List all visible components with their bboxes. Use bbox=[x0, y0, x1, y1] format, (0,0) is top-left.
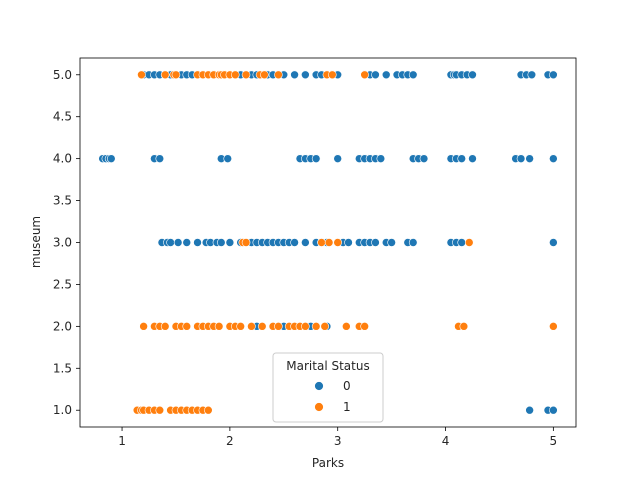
data-point-s0-82 bbox=[216, 238, 226, 247]
data-point-s0-75 bbox=[166, 238, 175, 247]
data-point-s1-1 bbox=[160, 70, 170, 80]
x-axis-label: Parks bbox=[312, 456, 344, 470]
data-point-s1-55 bbox=[459, 322, 469, 331]
data-point-s1-56 bbox=[549, 322, 558, 331]
data-point-s0-78 bbox=[193, 238, 202, 247]
data-point-s1-19 bbox=[360, 70, 369, 80]
data-point-s1-0 bbox=[137, 70, 146, 80]
data-point-s0-106 bbox=[387, 238, 396, 247]
data-point-s0-77 bbox=[182, 238, 192, 247]
data-point-s0-117 bbox=[525, 405, 534, 415]
y-tick-label-5: 3.5 bbox=[53, 194, 72, 208]
data-point-s0-100 bbox=[344, 238, 353, 247]
y-tick-label-4: 3.0 bbox=[53, 236, 72, 250]
y-tick-label-1: 1.5 bbox=[53, 361, 72, 375]
data-point-s0-47 bbox=[106, 154, 116, 163]
data-point-s1-40 bbox=[236, 322, 245, 331]
data-point-s0-70 bbox=[516, 154, 526, 163]
x-tick-label-2: 3 bbox=[334, 434, 342, 448]
data-point-s0-104 bbox=[371, 238, 380, 247]
data-point-s1-18 bbox=[328, 70, 337, 80]
data-point-s0-108 bbox=[408, 238, 418, 247]
data-point-s0-76 bbox=[173, 238, 183, 247]
data-point-s1-3 bbox=[171, 70, 181, 80]
data-point-s0-56 bbox=[333, 154, 343, 163]
x-tick-label-1: 2 bbox=[226, 434, 234, 448]
points-layer bbox=[98, 70, 558, 415]
data-point-s1-15 bbox=[260, 70, 269, 80]
data-point-s0-67 bbox=[457, 154, 467, 163]
data-point-s1-41 bbox=[247, 322, 256, 331]
data-point-s0-93 bbox=[290, 238, 299, 247]
data-point-s1-53 bbox=[360, 322, 369, 331]
data-point-s1-62 bbox=[155, 405, 165, 415]
y-tick-label-7: 4.5 bbox=[53, 110, 72, 124]
data-point-s1-13 bbox=[241, 70, 251, 80]
data-point-s1-12 bbox=[230, 70, 240, 80]
data-point-s1-26 bbox=[139, 322, 148, 331]
y-tick-label-6: 4.0 bbox=[53, 152, 72, 166]
data-point-s0-49 bbox=[155, 154, 165, 163]
data-point-s0-111 bbox=[457, 238, 467, 247]
data-point-s0-27 bbox=[371, 70, 380, 80]
legend-marker-1 bbox=[314, 402, 324, 412]
x-tick-label-3: 4 bbox=[442, 434, 450, 448]
legend-box bbox=[272, 352, 384, 423]
data-point-s0-61 bbox=[376, 154, 386, 163]
data-point-s0-55 bbox=[311, 154, 321, 163]
legend-marker-0 bbox=[314, 381, 324, 391]
data-point-s0-19 bbox=[290, 70, 299, 80]
data-point-s0-64 bbox=[419, 154, 429, 163]
legend: Marital Status 0 1 bbox=[272, 352, 384, 423]
data-point-s1-21 bbox=[241, 238, 251, 247]
data-point-s1-24 bbox=[333, 238, 343, 247]
y-tick-label-2: 2.0 bbox=[53, 319, 72, 333]
x-tick-label-0: 1 bbox=[118, 434, 126, 448]
data-point-s0-72 bbox=[549, 154, 558, 163]
legend-label-1: 1 bbox=[343, 400, 351, 414]
data-point-s0-32 bbox=[408, 70, 418, 80]
data-point-s1-16 bbox=[274, 70, 283, 80]
data-point-s1-32 bbox=[182, 322, 192, 331]
y-axis-label: museum bbox=[29, 216, 43, 268]
data-point-s0-38 bbox=[468, 70, 477, 80]
data-point-s0-51 bbox=[223, 154, 233, 163]
data-point-s1-48 bbox=[301, 322, 310, 331]
y-tick-label-3: 2.5 bbox=[53, 277, 72, 291]
data-point-s1-29 bbox=[160, 322, 170, 331]
data-point-s0-43 bbox=[549, 70, 558, 80]
data-point-s0-112 bbox=[549, 238, 558, 247]
data-point-s1-51 bbox=[342, 322, 351, 331]
data-point-s1-42 bbox=[257, 322, 267, 331]
data-point-s1-23 bbox=[324, 238, 334, 247]
data-point-s1-44 bbox=[274, 322, 283, 331]
data-point-s0-28 bbox=[381, 70, 391, 80]
data-point-s0-119 bbox=[549, 405, 558, 415]
x-axis-ticks: 1 2 3 4 5 bbox=[118, 427, 557, 448]
data-point-s0-68 bbox=[468, 154, 477, 163]
data-point-s1-37 bbox=[214, 322, 224, 331]
data-point-s1-25 bbox=[464, 238, 474, 247]
data-point-s1-70 bbox=[204, 405, 213, 415]
data-point-s1-22 bbox=[317, 238, 326, 247]
legend-label-0: 0 bbox=[343, 379, 351, 393]
y-tick-label-0: 1.0 bbox=[53, 403, 72, 417]
data-point-s0-41 bbox=[527, 70, 537, 80]
x-tick-label-4: 5 bbox=[550, 434, 558, 448]
data-point-s0-83 bbox=[225, 238, 235, 247]
data-point-s0-94 bbox=[301, 238, 310, 247]
data-point-s0-20 bbox=[301, 70, 310, 80]
legend-title: Marital Status bbox=[286, 359, 369, 373]
data-point-s1-49 bbox=[311, 322, 321, 331]
y-axis-ticks: 1.0 1.5 2.0 2.5 3.0 3.5 4.0 4.5 5.0 bbox=[53, 68, 80, 417]
data-point-s1-50 bbox=[320, 322, 330, 331]
data-point-s0-71 bbox=[525, 154, 534, 163]
y-tick-label-8: 5.0 bbox=[53, 68, 72, 82]
